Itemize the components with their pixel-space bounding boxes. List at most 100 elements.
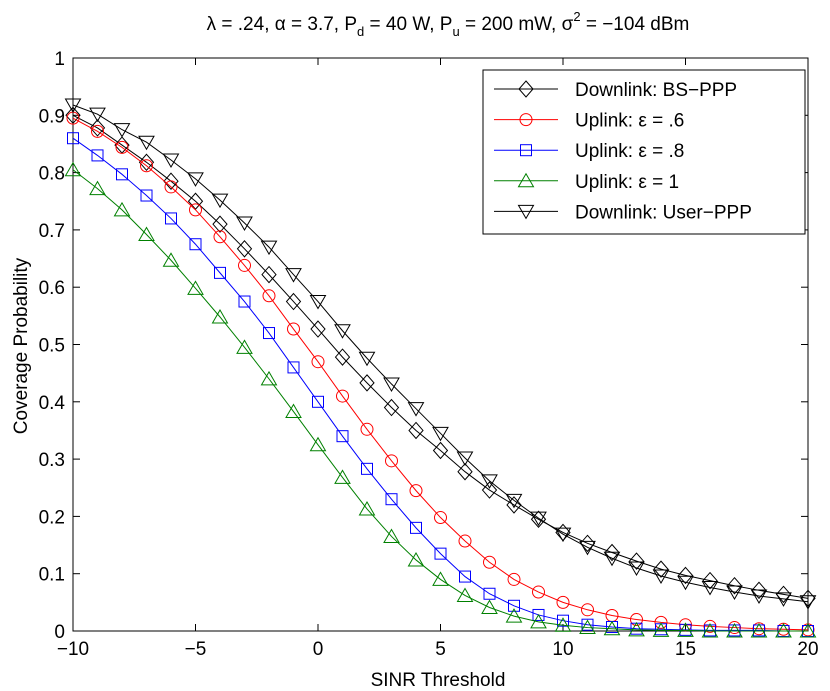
legend-item: Downlink: BS−PPP: [494, 80, 737, 101]
data-point: [113, 123, 131, 138]
y-tick-label: 0.5: [39, 336, 65, 357]
data-point: [385, 454, 398, 468]
data-point: [653, 560, 669, 578]
data-point: [628, 561, 645, 576]
data-point: [358, 500, 376, 516]
data-point: [334, 348, 351, 366]
data-point: [604, 543, 620, 562]
data-point: [628, 552, 645, 570]
data-point: [581, 603, 594, 617]
data-point: [311, 355, 325, 369]
data-point: [726, 576, 743, 595]
data-point: [775, 622, 792, 638]
legend-marker: [517, 172, 535, 188]
data-point: [654, 615, 668, 629]
data-point: [64, 161, 82, 177]
data-point: [750, 622, 768, 638]
data-point: [556, 595, 570, 609]
data-point: [677, 566, 694, 585]
data-point: [91, 149, 104, 162]
x-tick-label: −10: [57, 639, 89, 660]
data-point: [775, 592, 792, 607]
data-point: [211, 308, 229, 324]
data-point: [309, 436, 327, 452]
data-point: [434, 511, 447, 525]
data-point: [506, 496, 522, 514]
data-point: [628, 621, 645, 637]
plot-area: −10 −5 0 5 10 15 20 0 0.1 0.2 0.3 0.4 0.5 0.6 0.7 0.8 0.…: [39, 49, 819, 660]
data-point: [481, 474, 498, 489]
data-point: [383, 528, 400, 543]
x-tick-label: 0: [313, 639, 324, 660]
x-tick-label: 15: [675, 639, 696, 660]
y-tick-label: 0.7: [39, 221, 65, 242]
data-point: [751, 581, 767, 600]
data-point: [652, 622, 670, 637]
x-tick-label: −5: [185, 639, 207, 660]
data-point: [64, 98, 82, 113]
data-point: [238, 295, 251, 308]
legend-item: Downlink: User−PPP: [494, 202, 752, 223]
title-pu-sub: u: [452, 24, 459, 39]
series-line: [72, 114, 809, 599]
data-point: [505, 608, 523, 623]
data-point: [408, 421, 424, 440]
data-point: [483, 587, 496, 600]
title-pu-value: = 200 mW, σ: [460, 14, 574, 35]
data-point: [67, 132, 79, 145]
title-pd-value: = 40 W, P: [364, 14, 452, 35]
data-point: [507, 572, 521, 586]
data-point: [358, 351, 376, 367]
data-point: [336, 389, 349, 403]
series-triangle-down: [64, 98, 817, 610]
title-pd-sub: d: [357, 24, 364, 39]
data-point: [530, 511, 547, 527]
data-point: [89, 119, 106, 137]
data-point: [263, 327, 275, 340]
data-point: [189, 238, 202, 251]
data-point: [113, 201, 131, 217]
data-point: [212, 215, 228, 233]
data-point: [138, 226, 155, 241]
data-point: [603, 620, 621, 636]
x-tick-label: 5: [435, 639, 446, 660]
data-point: [261, 265, 277, 284]
data-point: [164, 180, 178, 194]
data-point: [532, 585, 545, 599]
data-point: [361, 462, 373, 475]
legend-marker: [518, 80, 534, 98]
data-point: [557, 614, 569, 627]
data-point: [236, 339, 253, 354]
data-point: [383, 398, 400, 417]
data-point: [409, 484, 423, 498]
data-point: [799, 622, 817, 638]
y-tick-label: 0.9: [39, 106, 65, 127]
data-point: [187, 280, 204, 295]
legend-marker: [520, 144, 532, 157]
data-point: [285, 403, 302, 419]
y-tick-label: 0.3: [39, 450, 65, 471]
data-point: [407, 402, 425, 417]
data-point: [456, 587, 474, 602]
y-tick-label: 0.2: [39, 507, 65, 528]
data-point: [89, 107, 106, 123]
data-point: [312, 395, 324, 408]
y-tick-label: 0: [54, 622, 65, 643]
data-point: [456, 451, 474, 466]
data-point: [579, 540, 596, 556]
y-tick-label: 0.6: [39, 278, 65, 299]
data-point: [407, 551, 425, 567]
y-tick-label: 0.1: [39, 565, 65, 586]
legend-item: Uplink: ε = .6: [494, 111, 684, 132]
x-tick-label: 20: [797, 639, 818, 660]
data-point: [775, 585, 792, 604]
legend-label: Downlink: User−PPP: [575, 202, 752, 223]
data-point: [701, 622, 719, 638]
data-point: [162, 252, 180, 267]
data-point: [260, 370, 278, 386]
data-point: [579, 534, 596, 553]
series-line: [72, 104, 809, 603]
data-point: [310, 320, 326, 338]
data-point: [285, 292, 302, 311]
data-point: [138, 153, 155, 172]
